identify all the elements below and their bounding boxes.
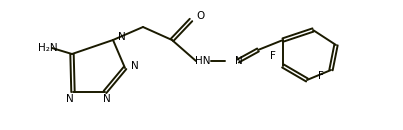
Text: N: N xyxy=(131,61,139,71)
Text: F: F xyxy=(318,71,324,81)
Text: O: O xyxy=(196,11,204,21)
Text: F: F xyxy=(270,51,276,61)
Text: N: N xyxy=(66,94,74,104)
Text: N: N xyxy=(235,56,243,66)
Text: N: N xyxy=(118,32,126,42)
Text: H₂N: H₂N xyxy=(38,43,58,53)
Text: HN: HN xyxy=(195,56,211,66)
Text: N: N xyxy=(103,94,111,104)
